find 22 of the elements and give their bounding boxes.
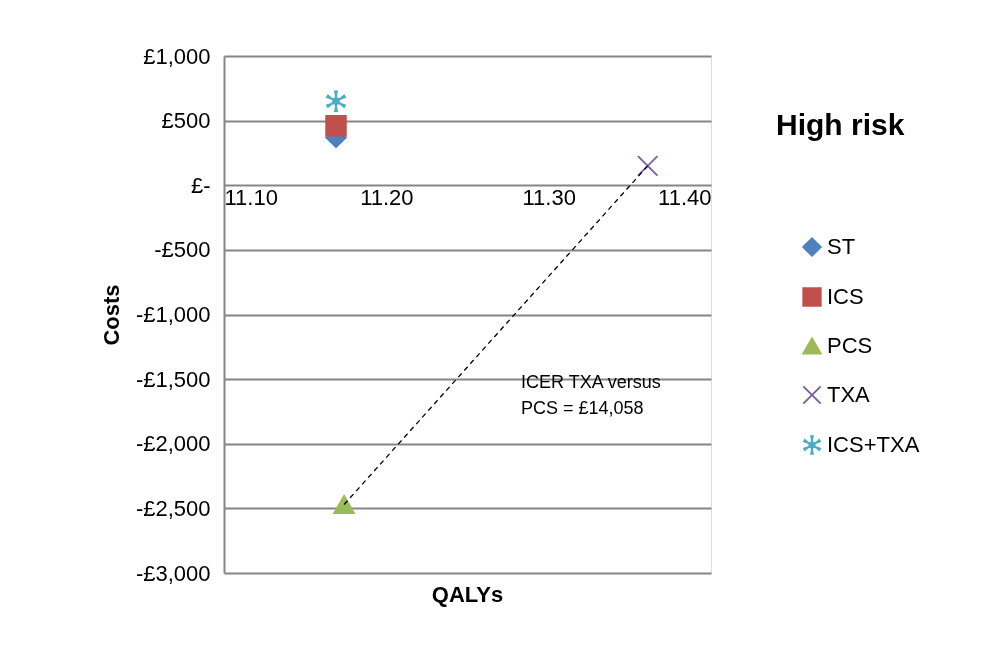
legend-label: ST bbox=[827, 234, 856, 259]
y-tick-label: -£2,500 bbox=[135, 495, 211, 521]
x-axis-title: QALYs bbox=[431, 582, 504, 607]
x-tick-label: 11.40 bbox=[658, 184, 712, 210]
y-tick-label: -£1,500 bbox=[135, 366, 211, 392]
legend-label: ICS bbox=[827, 284, 864, 309]
y-tick-label: £500 bbox=[161, 108, 211, 134]
y-tick-label: -£500 bbox=[154, 237, 211, 263]
y-tick-label: -£2,000 bbox=[135, 431, 211, 457]
annotation: ICER TXA versus PCS = £14,058 bbox=[521, 372, 661, 419]
x-tick-label: 11.30 bbox=[522, 184, 576, 210]
legend-label: TXA bbox=[827, 382, 871, 407]
legend-label: PCS bbox=[827, 333, 873, 358]
text: High risk bbox=[776, 108, 905, 141]
y-tick-label: -£3,000 bbox=[135, 560, 211, 586]
x-tick-label: 11.10 bbox=[224, 184, 278, 210]
y-tick-label: £- bbox=[190, 172, 211, 198]
x-tick-label: 11.20 bbox=[360, 184, 414, 210]
y-axis-title: Costs bbox=[98, 284, 124, 346]
y-tick-label: -£1,000 bbox=[135, 302, 211, 327]
legend-label: ICS+TXA bbox=[827, 432, 920, 457]
y-tick-label: £1,000 bbox=[143, 43, 211, 69]
